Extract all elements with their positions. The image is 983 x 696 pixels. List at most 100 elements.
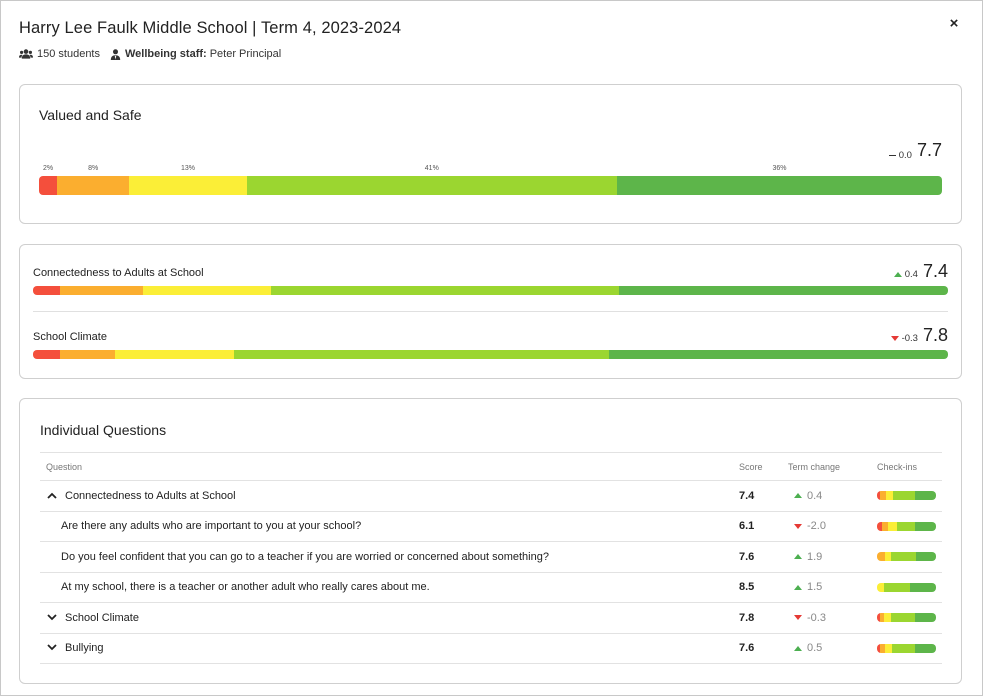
bar-segment (891, 613, 915, 623)
individual-questions-card: Individual Questions Question Score Term… (19, 398, 962, 684)
bar-segment (60, 286, 143, 295)
checkins-mini-bar (877, 582, 936, 592)
valued-safe-score: 0.0 7.7 (888, 140, 942, 161)
question-cell: Bullying (40, 633, 733, 664)
valued-safe-change-value: 0.0 (898, 149, 912, 161)
bar-segment (885, 491, 893, 501)
question-checkins (871, 480, 942, 512)
question-checkins (871, 572, 942, 603)
bar-segment (897, 521, 915, 531)
bar-segment (877, 491, 880, 501)
question-group-row[interactable]: School Climate 7.8 -0.3 (40, 602, 942, 634)
bar-segment (887, 521, 898, 531)
bar-segment (914, 521, 936, 531)
question-term-change: -0.3 (782, 602, 871, 634)
student-count: 150 students (19, 48, 100, 60)
bar-segment (914, 613, 936, 623)
checkins-mini-bar (877, 491, 936, 501)
question-row: Do you feel confident that you can go to… (40, 541, 942, 573)
col-checkins: Check-ins (871, 452, 942, 481)
segment-percent-label: 13% (180, 165, 195, 172)
question-group-row[interactable]: Connectedness to Adults at School 7.4 0.4 (40, 480, 942, 512)
arrow-up-icon (893, 272, 902, 277)
question-label: Bullying (65, 642, 104, 655)
users-icon (19, 49, 33, 59)
question-cell: Do you feel confident that you can go to… (40, 541, 733, 573)
arrow-down-icon (890, 336, 899, 341)
question-term-change: -2.0 (782, 511, 871, 542)
bar-segment (877, 643, 880, 653)
wellbeing-staff: Wellbeing staff: Peter Principal (110, 48, 281, 60)
question-cell: At my school, there is a teacher or anot… (40, 572, 733, 603)
chevron-down-icon[interactable] (46, 612, 58, 624)
subcategory-change: -0.3 (890, 333, 918, 344)
question-score: 7.6 (733, 541, 782, 573)
arrow-up-icon (794, 584, 802, 590)
col-term-change: Term change (782, 452, 871, 481)
question-checkins (871, 511, 942, 542)
subcategory-score: -0.3 7.8 (890, 325, 948, 346)
valued-safe-card: Valued and Safe 0.0 7.7 2% 8% 13% 41% 36% (19, 84, 962, 224)
page-title: Harry Lee Faulk Middle School | Term 4, … (19, 19, 402, 37)
question-checkins (871, 602, 942, 634)
bar-segment (618, 286, 948, 295)
bar-segment (60, 350, 116, 359)
bar-segment (915, 491, 936, 501)
question-score: 8.5 (733, 572, 782, 603)
table-header-row: Question Score Term change Check-ins (40, 452, 942, 481)
bar-segment (884, 643, 892, 653)
chevron-down-icon[interactable] (46, 642, 58, 654)
subcategory-score: 0.4 7.4 (893, 261, 948, 282)
staff-name: Peter Principal (209, 48, 282, 60)
bar-segment (881, 521, 888, 531)
bar-segment (877, 552, 885, 562)
valued-safe-title: Valued and Safe (39, 107, 142, 123)
bar-segment (891, 643, 916, 653)
arrow-up-icon (794, 554, 802, 560)
question-label: Connectedness to Adults at School (65, 489, 236, 502)
bar-segment (915, 552, 936, 562)
subcategory-distribution-bar (33, 286, 948, 295)
questions-table: Question Score Term change Check-ins Con… (40, 452, 942, 664)
bar-segment (616, 176, 942, 195)
bar-segment (246, 176, 617, 195)
arrow-up-icon (794, 645, 802, 651)
bar-segment (890, 552, 916, 562)
question-checkins (871, 633, 942, 664)
question-score: 6.1 (733, 511, 782, 542)
bar-segment (142, 286, 271, 295)
question-row: Are there any adults who are important t… (40, 511, 942, 542)
bar-segment (877, 613, 880, 623)
checkins-mini-bar (877, 521, 936, 531)
bar-segment (129, 176, 247, 195)
close-icon[interactable]: × (949, 15, 959, 32)
subcategory-label: School Climate (33, 331, 107, 343)
bar-segment (33, 286, 61, 295)
question-term-change: 1.9 (782, 541, 871, 573)
col-score: Score (733, 452, 782, 481)
question-score: 7.6 (733, 633, 782, 664)
bar-segment (915, 643, 936, 653)
bar-segment (879, 613, 885, 623)
question-row: At my school, there is a teacher or anot… (40, 572, 942, 603)
question-group-row[interactable]: Bullying 7.6 0.5 (40, 633, 942, 664)
segment-percent-label: 41% (424, 165, 439, 172)
question-score: 7.8 (733, 602, 782, 634)
segment-percent-label: 2% (42, 165, 54, 172)
chevron-up-icon[interactable] (46, 490, 58, 502)
individual-questions-title: Individual Questions (40, 422, 167, 438)
bar-segment (884, 613, 892, 623)
arrow-up-icon (794, 493, 802, 499)
bar-segment (877, 582, 885, 592)
segment-percent-label: 8% (88, 165, 99, 172)
bar-segment (879, 491, 886, 501)
divider (33, 311, 948, 312)
bar-segment (57, 176, 130, 195)
no-change-icon (888, 154, 896, 156)
checkins-mini-bar (877, 613, 936, 623)
bar-segment (609, 350, 948, 359)
question-label: School Climate (65, 611, 139, 624)
question-term-change: 0.4 (782, 480, 871, 512)
checkins-mini-bar (877, 552, 936, 562)
